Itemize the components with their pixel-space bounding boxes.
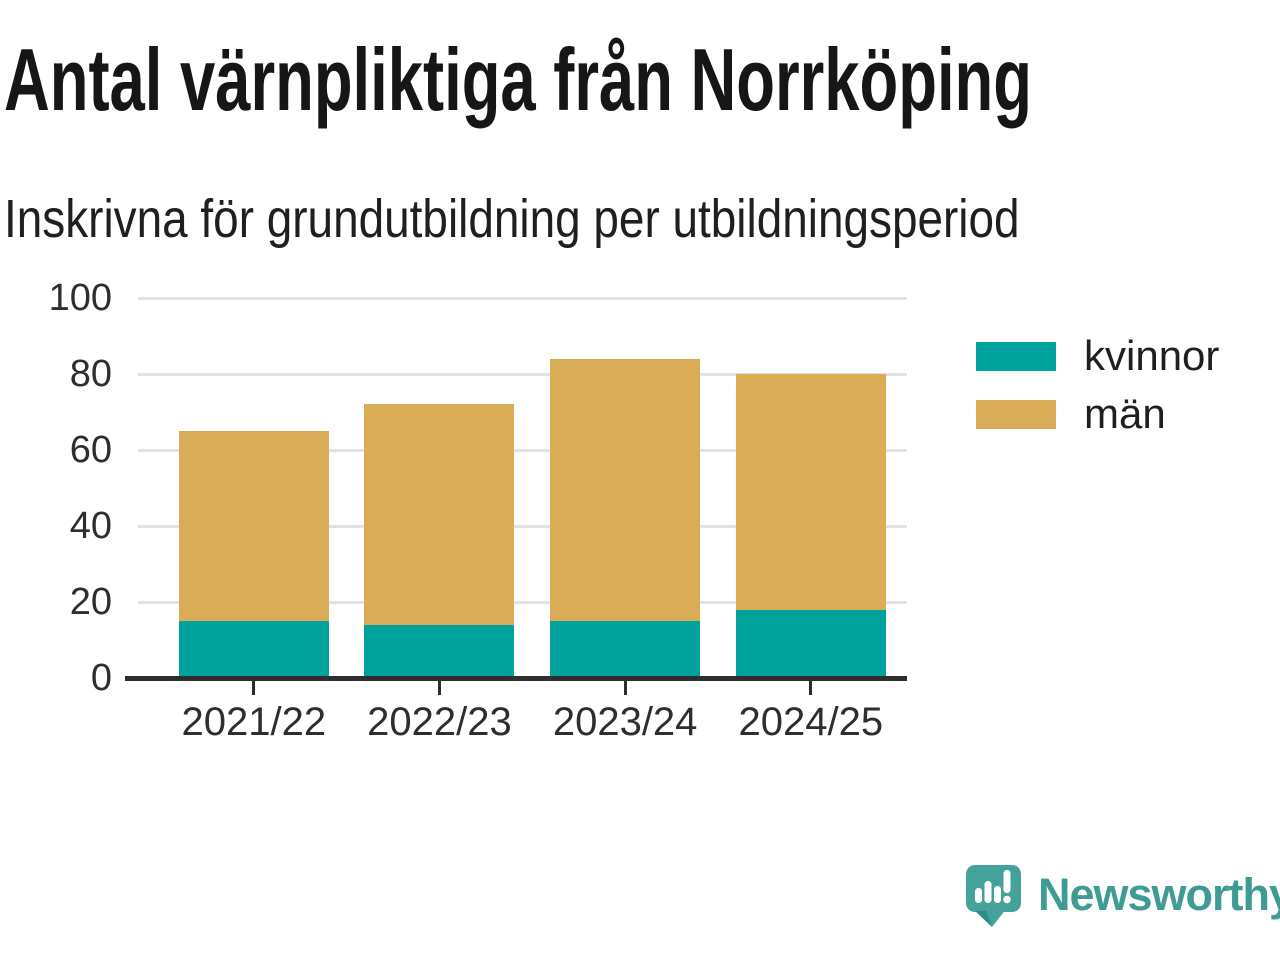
bar-segment-män-2021/22: [178, 431, 329, 621]
bar-segment-kvinnor-2022/23: [364, 624, 515, 678]
gridline-100: [138, 296, 907, 300]
newsworthy-logo: Newsworthy: [963, 861, 1280, 929]
chart-subtitle: Inskrivna för grundutbildning per utbild…: [4, 189, 1020, 249]
bar-segment-kvinnor-2023/24: [550, 621, 701, 678]
x-axis-tick: [623, 681, 627, 695]
legend-swatch-kvinnor: [976, 341, 1056, 371]
y-axis-tick-label: 20: [69, 581, 112, 623]
chart-title: Antal värnpliktiga från Norrköping: [4, 30, 1032, 129]
bar-segment-män-2022/23: [364, 404, 515, 625]
x-axis-tick-label: 2021/22: [181, 700, 327, 744]
newsworthy-logo-text: Newsworthy: [1038, 869, 1280, 920]
gridline-40: [138, 524, 907, 528]
legend-label-man: män: [1084, 390, 1166, 437]
newsworthy-logo-icon: [966, 865, 1021, 927]
x-axis-tick-label: 2023/24: [552, 700, 698, 744]
legend: kvinnor män: [976, 332, 1276, 452]
y-axis-tick-label: 40: [69, 505, 112, 547]
bar-segment-män-2023/24: [550, 358, 701, 621]
legend-swatch-man: [976, 399, 1056, 429]
y-axis-tick-label: 60: [69, 429, 112, 471]
bar-segment-kvinnor-2024/25: [735, 609, 886, 678]
x-axis-tick-label: 2024/25: [738, 700, 884, 744]
y-axis-tick-label: 100: [48, 277, 112, 319]
bar-segment-män-2024/25: [735, 374, 886, 610]
x-axis-tick: [809, 681, 813, 695]
x-axis-tick-label: 2022/23: [367, 700, 512, 744]
x-axis-tick: [437, 681, 441, 695]
gridline-20: [138, 600, 907, 604]
y-axis-tick-label: 80: [69, 353, 112, 395]
bar-segment-kvinnor-2021/22: [178, 621, 329, 678]
gridline-60: [138, 448, 907, 452]
x-axis-tick: [252, 681, 256, 695]
legend-label-kvinnor: kvinnor: [1084, 332, 1220, 379]
legend-item-man: män: [976, 390, 1276, 437]
x-axis-line: [125, 676, 907, 681]
gridline-80: [138, 372, 907, 376]
legend-item-kvinnor: kvinnor: [976, 332, 1276, 379]
y-axis-tick-label: 0: [90, 657, 112, 699]
